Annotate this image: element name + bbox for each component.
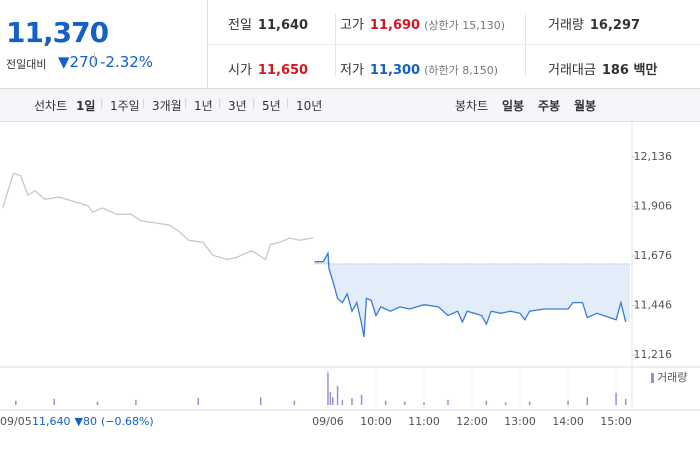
volume-bar <box>504 402 507 405</box>
period-tab[interactable]: 3개월 <box>152 99 182 113</box>
stat-label: 저가 <box>340 63 364 78</box>
x-tick-label: 14:00 <box>552 415 584 428</box>
price-line <box>2 172 314 261</box>
period-tab[interactable]: 1년 <box>194 99 213 113</box>
period-tab[interactable]: 1주일 <box>110 99 140 113</box>
volume-bar <box>615 392 617 405</box>
volume-bar <box>332 397 334 405</box>
tab-sep: | <box>184 98 188 109</box>
legend-label: 거래량 <box>657 371 687 384</box>
area-fill <box>314 253 630 338</box>
tab-label: 선차트 <box>34 99 68 113</box>
volume-bar <box>327 372 329 405</box>
candle-tab[interactable]: 주봉 <box>538 99 561 113</box>
y-tick-label: 11,216 <box>634 348 673 361</box>
stat-note: (상한가 15,130) <box>424 19 506 32</box>
volume-bar <box>329 391 332 405</box>
volume-bar <box>336 385 339 405</box>
volume-bar <box>423 402 425 405</box>
volume-bar <box>485 400 488 405</box>
volume-bar <box>360 394 363 405</box>
legend-swatch <box>651 373 654 383</box>
volume-bar <box>15 400 17 405</box>
chart: 11,216 11,446 11,676 11,906 12,136 09/05 09/06… <box>0 120 700 428</box>
volume-bar <box>404 401 406 405</box>
stat-value: 11,650 <box>257 63 309 78</box>
y-tick-label: 12,136 <box>634 150 673 163</box>
volume-bar <box>197 398 200 405</box>
change-rate: -2.32% <box>100 53 154 71</box>
tab-label: 봉차트 <box>455 99 489 113</box>
volume-bar <box>96 401 99 405</box>
tab-bar: 선차트 1일 | 1주일 | 3개월 | 1년 | 3년 | 5년 | 10년 봉차트 일봉 주봉 월봉 <box>0 88 700 122</box>
volume-bar <box>384 400 387 405</box>
stat: 시가 11,650 <box>228 59 308 78</box>
volume-bar <box>293 400 296 405</box>
stat: 거래량 16,297 <box>548 14 640 33</box>
stat-label: 전일 <box>228 18 252 33</box>
stat: 저가 11,300 (하한가 8,150) <box>340 59 498 78</box>
prev-day-summary: 11,640 ▼80 (−0.68%) <box>32 415 154 428</box>
stat-value: 11,300 <box>369 63 421 78</box>
prev-day-change: ▼80 <box>75 415 97 428</box>
change: ▼270 <box>58 53 99 71</box>
stat-value: 16,297 <box>589 18 641 33</box>
stat: 전일 11,640 <box>228 14 308 33</box>
period-tab[interactable]: 5년 <box>262 99 281 113</box>
volume-bar <box>341 399 344 405</box>
stat-label: 거래대금 <box>548 63 596 78</box>
volume-bar <box>586 397 589 405</box>
change-label: 전일대비 <box>6 58 47 71</box>
divider <box>208 44 700 45</box>
stat: 거래대금 186 백만 <box>548 59 657 78</box>
y-tick-label: 11,446 <box>634 299 673 312</box>
stat-note: (하한가 8,150) <box>424 64 499 77</box>
stat-label: 거래량 <box>548 18 584 33</box>
x-tick-label: 12:00 <box>456 415 488 428</box>
volume-bar <box>259 397 262 405</box>
period-tab[interactable]: 1일 <box>76 99 96 113</box>
stat: 고가 11,690 (상한가 15,130) <box>340 14 505 33</box>
x-tick-label: 13:00 <box>504 415 536 428</box>
divider <box>335 14 336 76</box>
x-tick-label: 09/06 <box>312 415 344 428</box>
x-tick-label: 10:00 <box>360 415 392 428</box>
volume-bar <box>567 400 569 405</box>
tab-sep: | <box>100 98 104 109</box>
volume-bar <box>53 398 56 405</box>
volume-bar <box>624 398 627 405</box>
tab-sep: | <box>218 98 222 109</box>
stat-label: 시가 <box>228 63 252 78</box>
prev-day-rate: (−0.68%) <box>101 415 154 428</box>
price-line <box>314 250 627 338</box>
tab-sep: | <box>142 98 146 109</box>
prev-day-close: 11,640 <box>32 415 71 428</box>
stat-value: 11,640 <box>257 18 309 33</box>
tab-sep: | <box>252 98 256 109</box>
candle-tab[interactable]: 일봉 <box>502 99 525 113</box>
tab-sep: | <box>286 98 290 109</box>
x-tick-label: 11:00 <box>408 415 440 428</box>
current-price: 11,370 <box>6 16 109 49</box>
y-tick-label: 11,906 <box>634 200 673 213</box>
stat-value: 11,690 <box>369 18 421 33</box>
divider <box>525 14 526 76</box>
stat-label: 고가 <box>340 18 364 33</box>
volume-bar <box>135 399 137 405</box>
period-tab[interactable]: 3년 <box>228 99 247 113</box>
x-tick-label: 15:00 <box>600 415 632 428</box>
period-tab[interactable]: 10년 <box>296 99 323 113</box>
volume-bar <box>447 399 449 405</box>
y-tick-label: 11,676 <box>634 249 673 262</box>
x-tick-label: 09/05 <box>0 415 32 428</box>
candle-tab[interactable]: 월봉 <box>574 99 597 113</box>
volume-bar <box>528 401 531 405</box>
stat-value: 186 백만 <box>601 63 658 78</box>
volume-bar <box>351 398 353 405</box>
divider <box>207 0 208 88</box>
divider <box>94 52 95 68</box>
